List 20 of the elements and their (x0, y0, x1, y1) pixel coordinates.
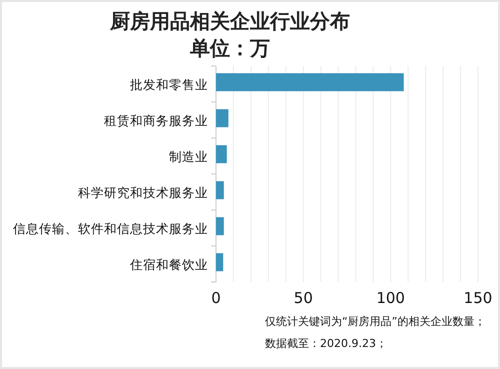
y-tick-label: 科学研究和技术服务业 (78, 185, 208, 200)
bar (216, 109, 228, 128)
bar (216, 73, 404, 92)
x-tick-label: 150 (464, 289, 492, 307)
y-tick-label: 信息传输、软件和信息技术服务业 (13, 221, 208, 236)
chart-subtitle: 单位：万 (189, 36, 270, 60)
text: 数据截至：2020.9.23； (265, 337, 387, 350)
bar (216, 253, 224, 272)
y-tick-label: 租赁和商务服务业 (104, 113, 208, 128)
bar (216, 181, 224, 200)
x-tick-label: 50 (294, 289, 313, 307)
bar (216, 217, 224, 236)
chart-title: 厨房用品相关企业行业分布 (109, 9, 350, 33)
y-tick-label: 制造业 (169, 149, 208, 164)
x-tick-label: 100 (376, 289, 405, 307)
bar (216, 145, 227, 164)
y-tick-label: 住宿和餐饮业 (129, 257, 208, 272)
x-tick-label: 0 (211, 289, 221, 307)
text: 仅统计关键词为“厨房用品”的相关企业数量； (265, 315, 486, 328)
y-tick-label: 批发和零售业 (130, 77, 208, 92)
